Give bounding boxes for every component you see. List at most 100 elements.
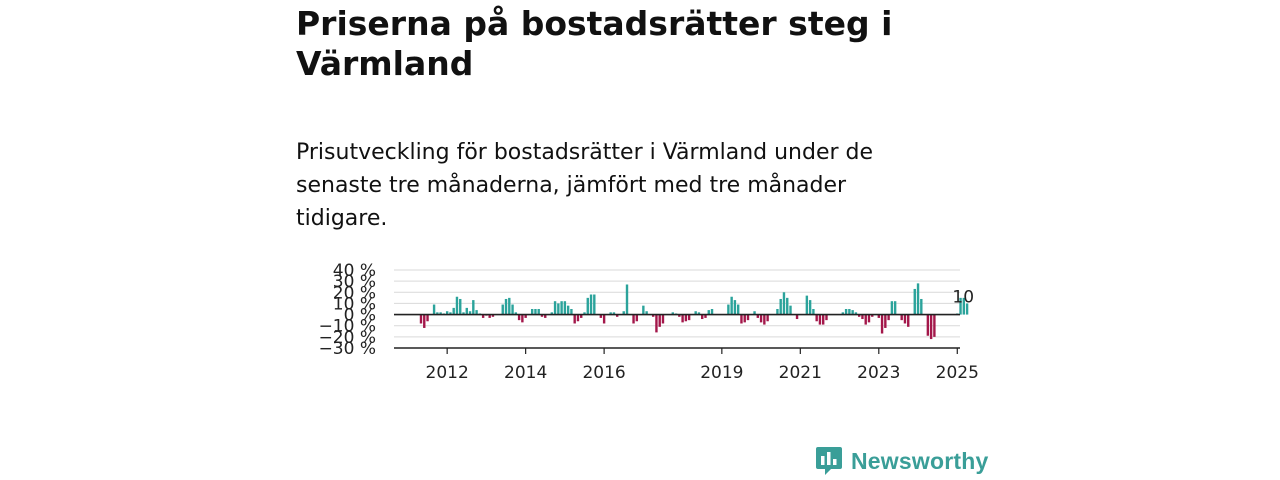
- bar: [534, 309, 537, 315]
- bar: [926, 314, 930, 336]
- bar: [818, 314, 822, 325]
- bar: [566, 305, 570, 315]
- chart-subtitle: Prisutveckling för bostadsrätter i Värml…: [296, 140, 874, 231]
- bar: [766, 314, 769, 322]
- bar: [622, 311, 625, 315]
- bar: [776, 309, 779, 315]
- y-tick-label: −30 %: [319, 339, 376, 359]
- bars: [419, 283, 969, 340]
- bar: [808, 300, 812, 315]
- bar: [570, 309, 573, 315]
- bar: [537, 309, 540, 315]
- bar: [455, 296, 459, 315]
- bar: [481, 314, 485, 318]
- bar: [459, 298, 462, 315]
- bar: [730, 296, 733, 315]
- y-tick-label: −20 %: [319, 328, 376, 348]
- bar: [763, 314, 766, 325]
- bar: [786, 297, 789, 315]
- bar: [841, 312, 845, 315]
- bar: [576, 314, 580, 322]
- bar: [779, 298, 782, 315]
- bar: [759, 314, 763, 323]
- bar: [655, 314, 658, 333]
- bar: [462, 312, 465, 315]
- x-tick-label: 2019: [700, 363, 743, 383]
- annotation-label: 10 %: [952, 288, 980, 308]
- bar: [694, 311, 697, 315]
- y-axis: 40 %30 %20 %10 %0 %−10 %−20 %−30 %: [319, 261, 376, 359]
- y-tick-label: 10 %: [333, 294, 376, 314]
- bar: [871, 314, 874, 317]
- bar: [933, 314, 936, 337]
- bar: [609, 312, 612, 315]
- bar: [544, 314, 547, 318]
- bar: [524, 314, 527, 318]
- bar: [880, 314, 884, 334]
- bar: [573, 314, 576, 324]
- bar: [913, 288, 916, 315]
- bar: [743, 314, 746, 323]
- x-tick-label: 2016: [582, 363, 625, 383]
- x-tick-label: 2023: [857, 363, 900, 383]
- bar: [753, 311, 756, 315]
- bar: [599, 314, 603, 318]
- bar: [733, 300, 737, 315]
- bar: [658, 314, 661, 327]
- bar: [746, 314, 750, 321]
- x-tick-label: 2021: [779, 363, 822, 383]
- newsworthy-logo-icon: [816, 447, 842, 475]
- y-tick-label: 40 %: [333, 261, 376, 281]
- bar: [511, 304, 514, 315]
- bar: [452, 307, 455, 315]
- bar: [857, 314, 861, 317]
- bar: [602, 314, 606, 324]
- bar: [580, 314, 583, 318]
- bar: [645, 311, 648, 315]
- y-tick-label: 20 %: [333, 283, 376, 303]
- bar: [468, 311, 472, 315]
- bar: [890, 301, 894, 315]
- bar: [916, 283, 920, 315]
- bar: [867, 314, 871, 323]
- bar: [583, 312, 586, 315]
- x-axis: 2012 2014 2016 2019 2021 2023 2025: [394, 313, 979, 383]
- bar: [419, 314, 423, 324]
- bar: [929, 314, 933, 340]
- bar: [514, 312, 518, 315]
- bar: [517, 314, 521, 321]
- bar: [877, 314, 880, 318]
- bar: [423, 314, 426, 328]
- bar: [540, 314, 544, 317]
- bar: [805, 295, 809, 315]
- bar: [756, 314, 760, 318]
- x-tick-label: 2014: [504, 363, 547, 383]
- bar: [887, 314, 890, 321]
- bar: [553, 301, 557, 315]
- bar: [436, 312, 439, 315]
- bar: [900, 314, 903, 321]
- bar: [701, 314, 704, 320]
- bar: [586, 297, 589, 315]
- annotation: 10 %: [952, 288, 980, 308]
- y-tick-label: 30 %: [333, 272, 376, 292]
- bar: [593, 294, 596, 315]
- bar: [861, 314, 864, 320]
- bar: [844, 309, 848, 315]
- bar: [432, 304, 436, 315]
- y-tick-label: 0 %: [344, 306, 376, 326]
- bar: [589, 294, 593, 315]
- bar: [740, 314, 743, 324]
- bar: [550, 312, 553, 315]
- bar: [563, 301, 567, 315]
- grid-lines: [394, 269, 960, 349]
- bar: [815, 314, 818, 322]
- bar: [501, 304, 504, 315]
- bar: [560, 301, 563, 315]
- chart-title: Priserna på bostadsrätter steg i Värmlan…: [296, 4, 893, 83]
- bar: [812, 309, 815, 315]
- bar: [684, 314, 688, 322]
- bar: [661, 314, 665, 324]
- bar: [736, 304, 740, 315]
- bar: [632, 314, 635, 324]
